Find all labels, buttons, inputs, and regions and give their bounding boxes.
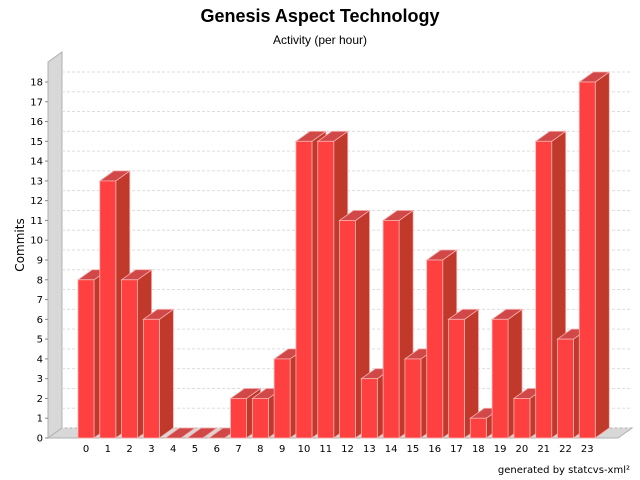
bar: [142, 308, 175, 439]
x-tick-label: 20: [516, 444, 529, 455]
y-tick-label: 13: [30, 176, 43, 187]
bars: [76, 71, 611, 439]
y-tick-label: 6: [37, 315, 43, 326]
bar-front: [448, 318, 465, 439]
y-axis-title: Commits: [13, 218, 27, 271]
x-tick-label: 10: [298, 444, 311, 455]
x-tick-label: 7: [235, 444, 241, 455]
bar-front: [513, 398, 531, 439]
y-tick-label: 14: [30, 157, 43, 168]
bar: [578, 71, 611, 439]
y-tick-label: 1: [37, 414, 43, 425]
bar: [163, 427, 197, 439]
left-wall: [47, 51, 63, 439]
x-tick-label: 1: [105, 444, 111, 455]
x-tick-label: 23: [581, 444, 594, 455]
bar-front: [317, 140, 335, 439]
x-tick-label: 4: [170, 444, 176, 455]
bar-top: [163, 427, 197, 439]
x-tick-label: 22: [559, 444, 572, 455]
bar-front: [273, 358, 291, 439]
chart-subtitle: Activity (per hour): [272, 33, 368, 47]
bar-side: [594, 71, 610, 439]
y-tick-label: 0: [37, 434, 43, 445]
y-tick-label: 4: [37, 354, 43, 365]
y-tick-label: 8: [37, 275, 43, 286]
x-tick-label: 0: [83, 444, 89, 455]
y-tick-label: 16: [30, 117, 43, 128]
x-tick-label: 21: [537, 444, 550, 455]
x-tick-label: 14: [385, 444, 398, 455]
bar-top: [185, 427, 219, 439]
chart-title: Genesis Aspect Technology: [200, 6, 440, 26]
y-tick-label: 17: [30, 97, 43, 108]
bar-front: [382, 220, 400, 439]
y-tick-label: 7: [37, 295, 43, 306]
bar: [185, 427, 219, 439]
x-tick-label: 3: [148, 444, 154, 455]
y-tick-label: 3: [37, 374, 43, 385]
bar-front: [77, 279, 95, 439]
y-tick-label: 9: [37, 256, 43, 267]
x-tick-label: 16: [428, 444, 441, 455]
bar-front: [121, 279, 138, 439]
x-tick-label: 6: [214, 444, 220, 455]
bar-front: [557, 338, 574, 439]
bar-front: [404, 358, 422, 439]
bar-front: [491, 318, 509, 439]
bar-front: [426, 259, 444, 439]
x-tick-label: 8: [257, 444, 263, 455]
x-axis-ticks: 0 1 2 3 4 5 6 7 8 9 10 11 12 13 14 15 16 17 18 19 20 21 22 23: [83, 444, 594, 455]
bar-front: [469, 417, 487, 439]
bar-front: [251, 398, 269, 439]
y-tick-label: 5: [37, 335, 43, 346]
bar-front: [295, 140, 313, 439]
bar-front: [99, 180, 117, 439]
bar-side: [158, 308, 174, 439]
y-tick-label: 15: [30, 137, 43, 148]
bar-front: [339, 220, 356, 439]
x-tick-label: 11: [319, 444, 332, 455]
y-tick-label: 2: [37, 394, 43, 405]
bar-front: [578, 81, 596, 439]
x-tick-label: 18: [472, 444, 485, 455]
x-tick-label: 17: [450, 444, 463, 455]
x-tick-label: 12: [341, 444, 354, 455]
x-tick-label: 5: [192, 444, 198, 455]
bar-front: [535, 140, 553, 439]
x-tick-label: 15: [407, 444, 420, 455]
y-tick-label: 12: [30, 196, 43, 207]
x-tick-label: 19: [494, 444, 507, 455]
x-tick-label: 13: [363, 444, 376, 455]
bar-front: [360, 378, 378, 439]
y-tick-label: 18: [30, 78, 43, 89]
y-tick-label: 10: [30, 236, 43, 247]
bar: [447, 308, 480, 439]
bar: [316, 130, 349, 439]
x-tick-label: 2: [126, 444, 132, 455]
bar-front: [142, 318, 160, 439]
y-tick-label: 11: [30, 216, 43, 227]
bar-front: [230, 398, 247, 439]
x-tick-label: 9: [279, 444, 285, 455]
footer-note: generated by statcvs-xml²: [497, 465, 630, 476]
